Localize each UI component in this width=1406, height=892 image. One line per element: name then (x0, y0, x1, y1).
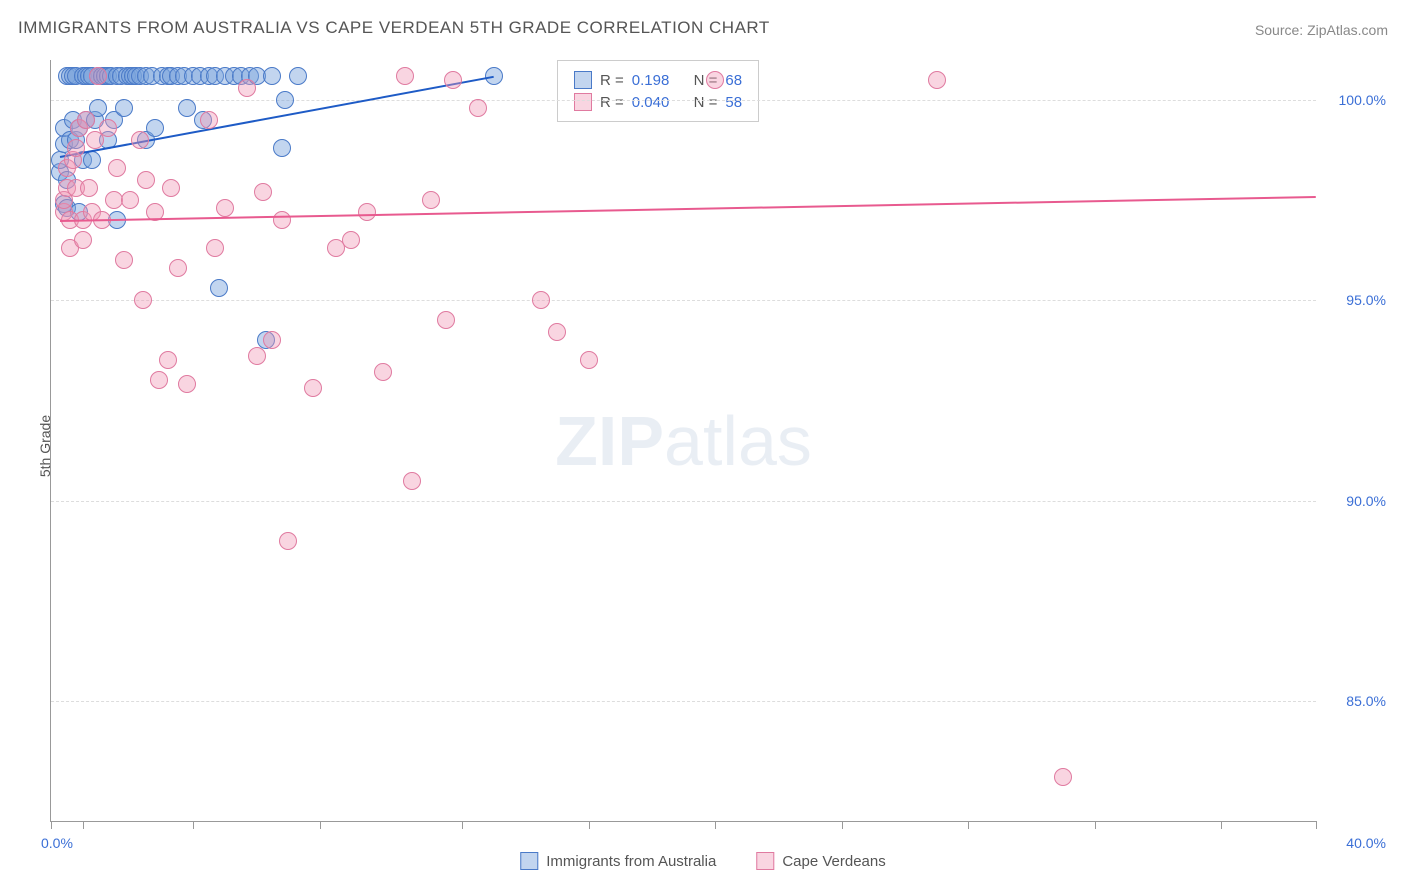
x-tick (968, 821, 969, 829)
scatter-point-series-a (83, 151, 101, 169)
scatter-point-series-a (289, 67, 307, 85)
scatter-point-series-b (469, 99, 487, 117)
scatter-point-series-a (276, 91, 294, 109)
scatter-point-series-b (115, 251, 133, 269)
scatter-point-series-b (580, 351, 598, 369)
scatter-point-series-b (134, 291, 152, 309)
scatter-point-series-b (396, 67, 414, 85)
gridline-horizontal (51, 300, 1316, 301)
scatter-point-series-b (403, 472, 421, 490)
bottom-legend: Immigrants from Australia Cape Verdeans (520, 852, 885, 870)
swatch-series-a (574, 71, 592, 89)
scatter-point-series-b (437, 311, 455, 329)
scatter-point-series-b (206, 239, 224, 257)
gridline-horizontal (51, 100, 1316, 101)
scatter-point-series-b (137, 171, 155, 189)
swatch-series-b (756, 852, 774, 870)
stat-value-r-b: 0.040 (632, 94, 670, 111)
scatter-point-series-b (248, 347, 266, 365)
scatter-point-series-b (169, 259, 187, 277)
stat-label-n: N = (694, 94, 718, 111)
x-tick (1095, 821, 1096, 829)
swatch-series-a (520, 852, 538, 870)
stat-value-n-b: 58 (725, 94, 742, 111)
legend-label-b: Cape Verdeans (782, 853, 885, 870)
y-tick-label: 85.0% (1346, 693, 1386, 709)
y-tick-label: 90.0% (1346, 493, 1386, 509)
stat-value-r-a: 0.198 (632, 72, 670, 89)
scatter-point-series-b (304, 379, 322, 397)
y-tick-label: 100.0% (1339, 92, 1386, 108)
x-tick (462, 821, 463, 829)
scatter-point-series-b (150, 371, 168, 389)
stat-value-n-a: 68 (725, 72, 742, 89)
scatter-point-series-b (358, 203, 376, 221)
x-tick (193, 821, 194, 829)
watermark-light: atlas (664, 402, 812, 480)
x-tick (589, 821, 590, 829)
stat-label-r: R = (600, 72, 624, 89)
chart-container: IMMIGRANTS FROM AUSTRALIA VS CAPE VERDEA… (0, 0, 1406, 892)
scatter-point-series-b (444, 71, 462, 89)
watermark: ZIPatlas (555, 401, 812, 481)
scatter-point-series-a (178, 99, 196, 117)
scatter-point-series-b (67, 139, 85, 157)
scatter-point-series-b (928, 71, 946, 89)
scatter-point-series-a (146, 119, 164, 137)
x-tick (842, 821, 843, 829)
scatter-point-series-b (121, 191, 139, 209)
scatter-point-series-b (131, 131, 149, 149)
scatter-point-series-b (374, 363, 392, 381)
legend-item: Cape Verdeans (756, 852, 885, 870)
x-tick (320, 821, 321, 829)
scatter-point-series-b (342, 231, 360, 249)
scatter-point-series-b (263, 331, 281, 349)
stat-label-r: R = (600, 94, 624, 111)
scatter-point-series-a (263, 67, 281, 85)
scatter-point-series-a (115, 99, 133, 117)
scatter-point-series-a (273, 139, 291, 157)
trend-line-series-b (60, 196, 1316, 222)
x-tick-label-max: 40.0% (1346, 835, 1386, 851)
scatter-point-series-b (178, 375, 196, 393)
legend-label-a: Immigrants from Australia (546, 853, 716, 870)
scatter-point-series-b (74, 231, 92, 249)
scatter-point-series-b (422, 191, 440, 209)
scatter-point-series-b (162, 179, 180, 197)
gridline-horizontal (51, 501, 1316, 502)
scatter-point-series-b (77, 111, 95, 129)
scatter-point-series-b (254, 183, 272, 201)
scatter-point-series-b (108, 159, 126, 177)
scatter-point-series-b (532, 291, 550, 309)
scatter-point-series-b (706, 71, 724, 89)
plot-area: ZIPatlas R = 0.198 N = 68 R = 0.040 N = … (50, 60, 1316, 822)
watermark-bold: ZIP (555, 402, 664, 480)
scatter-point-series-b (80, 179, 98, 197)
scatter-point-series-a (210, 279, 228, 297)
chart-title: IMMIGRANTS FROM AUSTRALIA VS CAPE VERDEA… (18, 18, 770, 38)
x-tick (715, 821, 716, 829)
y-tick-label: 95.0% (1346, 292, 1386, 308)
scatter-point-series-b (238, 79, 256, 97)
stats-legend-box: R = 0.198 N = 68 R = 0.040 N = 58 (557, 60, 759, 122)
swatch-series-b (574, 93, 592, 111)
x-tick (1221, 821, 1222, 829)
gridline-horizontal (51, 701, 1316, 702)
stats-row: R = 0.040 N = 58 (574, 91, 742, 113)
x-tick (1316, 821, 1317, 829)
scatter-point-series-b (548, 323, 566, 341)
scatter-point-series-b (216, 199, 234, 217)
scatter-point-series-b (200, 111, 218, 129)
scatter-point-series-b (99, 119, 117, 137)
x-tick-label-min: 0.0% (41, 835, 73, 851)
scatter-point-series-b (159, 351, 177, 369)
scatter-point-series-b (279, 532, 297, 550)
source-label: Source: ZipAtlas.com (1255, 22, 1388, 38)
scatter-point-series-b (273, 211, 291, 229)
scatter-point-series-b (1054, 768, 1072, 786)
x-tick (83, 821, 84, 829)
legend-item: Immigrants from Australia (520, 852, 716, 870)
x-tick (51, 821, 52, 829)
scatter-point-series-b (89, 67, 107, 85)
